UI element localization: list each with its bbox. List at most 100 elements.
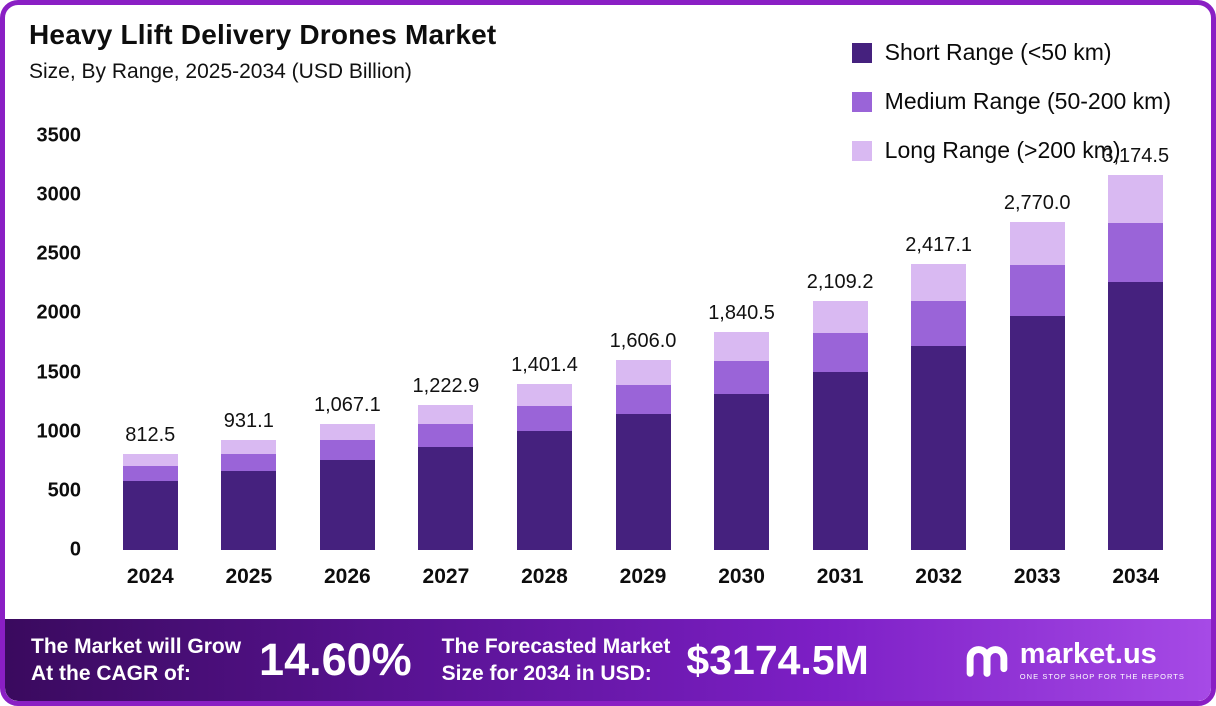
bar-segment bbox=[418, 446, 474, 550]
bar-segment bbox=[1009, 222, 1065, 265]
legend-swatch bbox=[851, 140, 872, 161]
page-title: Heavy Llift Delivery Drones Market bbox=[29, 19, 497, 50]
bar-segment bbox=[122, 453, 178, 467]
chart-subtitle: Size, By Range, 2025-2034 (USD Billion) bbox=[29, 60, 412, 83]
x-axis-label: 2027 bbox=[422, 565, 470, 588]
chart-header: Heavy Llift Delivery Drones Market Size,… bbox=[29, 19, 496, 84]
bar-total-label: 2,417.1 bbox=[905, 234, 973, 257]
bar-segment bbox=[615, 414, 671, 550]
bar-column: 2,417.1 bbox=[889, 136, 988, 550]
bar-total-label: 931.1 bbox=[223, 409, 274, 432]
x-axis-label: 2026 bbox=[324, 565, 371, 588]
bar-segment bbox=[516, 431, 572, 550]
y-tick-label: 3000 bbox=[36, 183, 82, 206]
x-axis: 2024 2025 2026 2027 2028 2029 2030 2031 2032 2033… bbox=[101, 565, 1185, 589]
cagr-label-line1: The Market will Grow bbox=[31, 634, 242, 658]
bar-total-label: 1,222.9 bbox=[412, 375, 480, 398]
cagr-label: The Market will Grow At the CAGR of: bbox=[31, 633, 241, 688]
bar-column: 1,606.0 bbox=[594, 136, 693, 550]
bar-segment bbox=[1108, 281, 1164, 550]
bar-segment bbox=[1108, 223, 1164, 282]
bar-segment bbox=[812, 371, 868, 550]
bar-segment bbox=[714, 332, 770, 361]
bar-segment bbox=[911, 264, 967, 302]
legend-item: Short Range (<50 km) bbox=[851, 39, 1171, 66]
y-tick-label: 2000 bbox=[36, 301, 82, 324]
bar-total-label: 1,606.0 bbox=[609, 330, 677, 353]
x-axis-label: 2031 bbox=[816, 565, 864, 588]
x-axis-label: 2033 bbox=[1013, 565, 1061, 588]
bar-segment bbox=[418, 424, 474, 447]
legend: Short Range (<50 km) Medium Range (50-200… bbox=[851, 39, 1171, 164]
legend-swatch bbox=[851, 42, 872, 63]
bar-column: 1,067.1 bbox=[298, 136, 397, 550]
bar-column: 931.1 bbox=[200, 136, 299, 550]
legend-label: Long Range (>200 km) bbox=[884, 137, 1121, 163]
bar-column: 2,109.2 bbox=[791, 136, 890, 550]
marketus-logo-icon bbox=[964, 637, 1010, 684]
bar-segment bbox=[516, 384, 572, 406]
forecast-value: $3174.5M bbox=[686, 636, 869, 683]
bar-segment bbox=[714, 360, 770, 395]
bar-column: 1,401.4 bbox=[495, 136, 594, 550]
legend-swatch bbox=[851, 91, 872, 112]
bar-segment bbox=[221, 439, 277, 455]
bar-segment bbox=[911, 301, 967, 346]
brand-name: market.us bbox=[1019, 637, 1157, 670]
y-tick-label: 3500 bbox=[36, 124, 82, 147]
brand-text: market.us ONE STOP SHOP FOR THE REPORTS bbox=[1019, 637, 1185, 681]
bar-total-label: 1,840.5 bbox=[708, 302, 775, 325]
x-axis-label: 2029 bbox=[619, 565, 667, 588]
x-axis-label: 2024 bbox=[126, 565, 174, 588]
legend-item: Long Range (>200 km) bbox=[851, 137, 1171, 164]
x-axis-label: 2034 bbox=[1112, 565, 1160, 588]
bar-segment bbox=[319, 423, 375, 441]
bar-segment bbox=[418, 405, 474, 425]
bar-segment bbox=[911, 345, 967, 550]
bar-segment bbox=[221, 471, 277, 550]
bar-segment bbox=[319, 459, 375, 550]
bar-total-label: 2,770.0 bbox=[1003, 192, 1071, 215]
bar-total-label: 2,109.2 bbox=[806, 270, 874, 293]
bar-segment bbox=[1009, 315, 1065, 550]
y-tick-label: 2500 bbox=[36, 242, 82, 265]
bar-total-label: 1,067.1 bbox=[314, 393, 381, 416]
bar-column: 3,174.5 bbox=[1086, 136, 1185, 550]
forecast-label-line2: Size for 2034 in USD: bbox=[441, 662, 652, 685]
bar-segment bbox=[714, 394, 770, 550]
bar-segment bbox=[221, 454, 277, 472]
y-tick-label: 1000 bbox=[36, 420, 82, 443]
bar-segment bbox=[1108, 174, 1164, 224]
y-tick-label: 0 bbox=[69, 538, 81, 561]
y-tick-label: 500 bbox=[47, 479, 81, 502]
bar-segment bbox=[812, 300, 868, 333]
bar-segment bbox=[319, 440, 375, 460]
bar-total-label: 3,174.5 bbox=[1102, 144, 1170, 167]
cagr-label-line2: At the CAGR of: bbox=[31, 662, 191, 685]
legend-item: Medium Range (50-200 km) bbox=[851, 88, 1171, 115]
bar-total-label: 812.5 bbox=[125, 423, 176, 446]
bar-segment bbox=[1009, 264, 1065, 316]
plot-area: 812.5 931.1 1,067.1 1,222.9 1,401.4 1,606.0 1,… bbox=[101, 136, 1185, 550]
bar-segment bbox=[615, 384, 671, 415]
x-axis-label: 2032 bbox=[915, 565, 962, 588]
bar-segment bbox=[615, 360, 671, 385]
bar-column: 2,770.0 bbox=[988, 136, 1087, 550]
forecast-label: The Forecasted Market Size for 2034 in U… bbox=[442, 633, 671, 688]
brand-tagline: ONE STOP SHOP FOR THE REPORTS bbox=[1019, 671, 1185, 681]
x-axis-label: 2028 bbox=[521, 565, 568, 588]
legend-label: Medium Range (50-200 km) bbox=[884, 88, 1171, 114]
x-axis-label: 2030 bbox=[718, 565, 765, 588]
brand-lockup: market.us ONE STOP SHOP FOR THE REPORTS bbox=[964, 637, 1185, 684]
bar-column: 1,840.5 bbox=[692, 136, 791, 550]
bar-segment bbox=[122, 466, 178, 482]
legend-label: Short Range (<50 km) bbox=[884, 39, 1112, 65]
bar-segment bbox=[122, 481, 178, 550]
y-axis: 3500 3000 2500 2000 1500 1000 500 0 bbox=[5, 125, 89, 561]
cagr-value: 14.60% bbox=[259, 634, 412, 685]
y-tick-label: 1500 bbox=[36, 361, 82, 384]
bar-segment bbox=[812, 332, 868, 372]
x-axis-label: 2025 bbox=[225, 565, 273, 588]
bar-column: 1,222.9 bbox=[397, 136, 496, 550]
